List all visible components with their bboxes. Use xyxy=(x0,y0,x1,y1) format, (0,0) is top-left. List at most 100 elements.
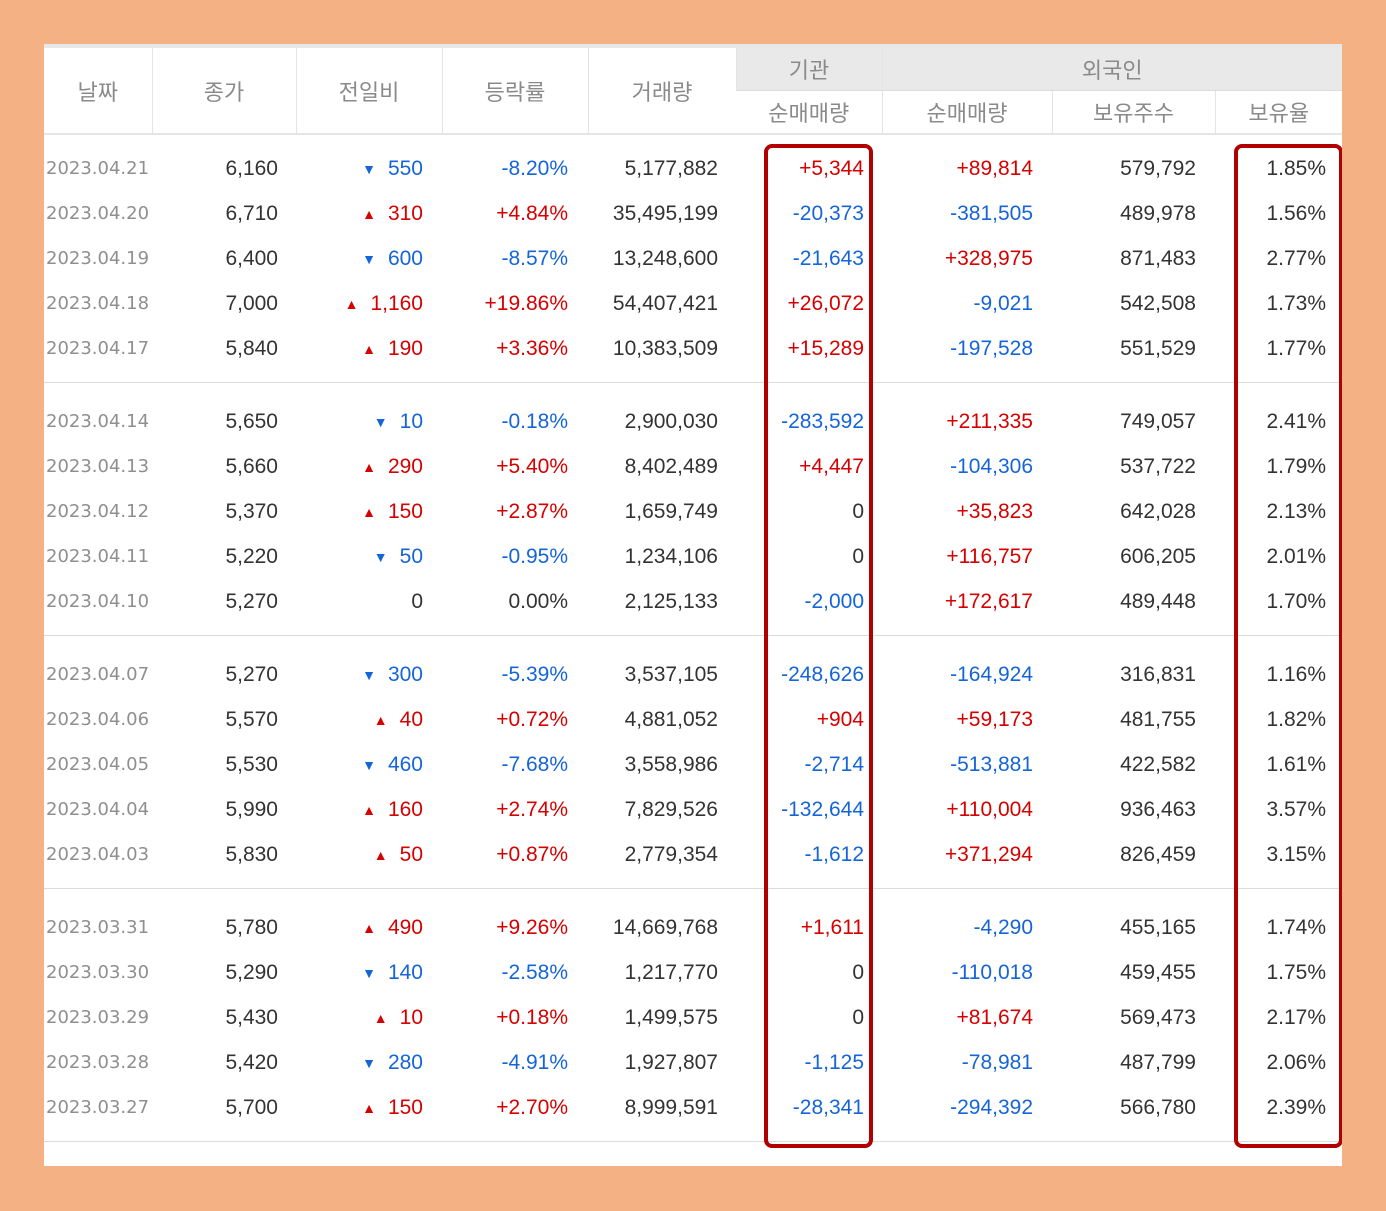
diff-value: 300 xyxy=(387,662,423,686)
cell-diff: 0 xyxy=(296,579,442,624)
cell-foreign-ratio: 1.73% xyxy=(1266,291,1327,315)
cell-rate: -2.58% xyxy=(501,960,568,984)
cell-institution-net: -1,612 xyxy=(804,842,864,866)
triangle-down-icon: ▼ xyxy=(362,666,376,683)
cell-diff: ▲ 490 xyxy=(296,905,442,950)
group-separator xyxy=(44,635,1342,636)
cell-foreign-holdings: 936,463 xyxy=(1120,797,1196,821)
cell-foreign-holdings: 455,165 xyxy=(1120,915,1196,939)
triangle-up-icon: ▲ xyxy=(373,846,388,863)
cell-date: 2023.04.21 xyxy=(46,158,150,179)
cell-close: 5,650 xyxy=(225,409,278,433)
table-row: 2023.04.06 5,570 ▲ 40 +0.72% 4,881,052 +904 +59… xyxy=(44,697,1342,742)
cell-date: 2023.03.29 xyxy=(46,1007,150,1028)
cell-rate: -8.20% xyxy=(501,156,568,180)
cell-foreign-net: +81,674 xyxy=(956,1005,1034,1029)
diff-value: 600 xyxy=(387,246,423,270)
diff-value: 150 xyxy=(387,499,423,523)
cell-foreign-holdings: 826,459 xyxy=(1120,842,1196,866)
cell-rate: +2.87% xyxy=(496,499,568,523)
cell-diff: ▼ 600 xyxy=(296,236,442,281)
cell-foreign-net: -164,924 xyxy=(950,662,1033,686)
table-row: 2023.04.13 5,660 ▲ 290 +5.40% 8,402,489 +4,447… xyxy=(44,444,1342,489)
table-row: 2023.04.10 5,270 0 0.00% 2,125,133 -2,000 +172… xyxy=(44,579,1342,624)
cell-volume: 35,495,199 xyxy=(612,201,718,225)
diff-value: 10 xyxy=(399,409,423,433)
cell-rate: -0.18% xyxy=(501,409,568,433)
cell-foreign-net: +59,173 xyxy=(956,707,1034,731)
table-row: 2023.04.18 7,000 ▲ 1,160 +19.86% 54,407,421 +2… xyxy=(44,281,1342,326)
cell-foreign-holdings: 422,582 xyxy=(1120,752,1196,776)
cell-rate: +0.87% xyxy=(496,842,568,866)
cell-date: 2023.04.13 xyxy=(46,456,150,477)
cell-foreign-holdings: 459,455 xyxy=(1120,960,1196,984)
cell-foreign-holdings: 489,448 xyxy=(1120,589,1196,613)
cell-close: 5,990 xyxy=(225,797,278,821)
cell-foreign-net: -381,505 xyxy=(950,201,1033,225)
cell-rate: +4.84% xyxy=(496,201,568,225)
diff-value: 0 xyxy=(411,589,423,613)
cell-institution-net: -20,373 xyxy=(792,201,864,225)
table-row: 2023.04.20 6,710 ▲ 310 +4.84% 35,495,199 -20,3… xyxy=(44,191,1342,236)
cell-date: 2023.03.28 xyxy=(46,1052,150,1073)
table-row: 2023.03.28 5,420 ▼ 280 -4.91% 1,927,807 -1,125… xyxy=(44,1040,1342,1085)
cell-foreign-ratio: 1.82% xyxy=(1266,707,1327,731)
cell-institution-net: +15,289 xyxy=(787,336,865,360)
cell-diff: ▲ 160 xyxy=(296,787,442,832)
table-row: 2023.04.14 5,650 ▼ 10 -0.18% 2,900,030 -283,59… xyxy=(44,399,1342,444)
cell-rate: -5.39% xyxy=(501,662,568,686)
cell-foreign-net: +371,294 xyxy=(944,842,1033,866)
cell-date: 2023.04.20 xyxy=(46,203,150,224)
cell-diff: ▲ 40 xyxy=(296,697,442,742)
cell-institution-net: -283,592 xyxy=(781,409,864,433)
diff-value: 310 xyxy=(387,201,423,225)
cell-close: 5,840 xyxy=(225,336,278,360)
table-row: 2023.04.07 5,270 ▼ 300 -5.39% 3,537,105 -248,6… xyxy=(44,652,1342,697)
cell-institution-net: -1,125 xyxy=(804,1050,864,1074)
cell-foreign-holdings: 542,508 xyxy=(1120,291,1196,315)
cell-close: 5,290 xyxy=(225,960,278,984)
triangle-up-icon: ▲ xyxy=(362,801,376,818)
cell-foreign-ratio: 2.77% xyxy=(1266,246,1327,270)
diff-value: 10 xyxy=(399,1005,423,1029)
cell-volume: 1,217,770 xyxy=(624,960,718,984)
cell-close: 6,400 xyxy=(225,246,278,270)
header-institution-group: 기관 xyxy=(735,44,882,91)
table-body: 2023.04.21 6,160 ▼ 550 -8.20% 5,177,882 +5,344… xyxy=(44,135,1342,1142)
cell-close: 7,000 xyxy=(225,291,278,315)
cell-foreign-holdings: 487,799 xyxy=(1120,1050,1196,1074)
cell-diff: ▼ 10 xyxy=(296,399,442,444)
cell-rate: -4.91% xyxy=(501,1050,568,1074)
cell-date: 2023.04.04 xyxy=(46,799,150,820)
cell-foreign-net: +211,335 xyxy=(946,409,1033,433)
cell-rate: +19.86% xyxy=(484,291,569,315)
cell-foreign-ratio: 2.06% xyxy=(1266,1050,1327,1074)
cell-foreign-net: -294,392 xyxy=(950,1095,1033,1119)
triangle-up-icon: ▲ xyxy=(373,1009,388,1026)
diff-value: 150 xyxy=(387,1095,423,1119)
table-row: 2023.04.05 5,530 ▼ 460 -7.68% 3,558,986 -2,714… xyxy=(44,742,1342,787)
cell-volume: 1,499,575 xyxy=(624,1005,718,1029)
table-row: 2023.04.04 5,990 ▲ 160 +2.74% 7,829,526 -132,6… xyxy=(44,787,1342,832)
cell-close: 5,430 xyxy=(225,1005,278,1029)
cell-foreign-holdings: 316,831 xyxy=(1120,662,1196,686)
cell-date: 2023.04.06 xyxy=(46,709,150,730)
cell-close: 5,700 xyxy=(225,1095,278,1119)
cell-volume: 10,383,509 xyxy=(612,336,718,360)
cell-foreign-holdings: 579,792 xyxy=(1120,156,1196,180)
header-foreign-ratio: 보유율 xyxy=(1214,90,1342,134)
diff-value: 290 xyxy=(387,454,423,478)
cell-rate: +2.70% xyxy=(496,1095,568,1119)
cell-foreign-net: -110,018 xyxy=(951,960,1033,984)
table-row: 2023.03.27 5,700 ▲ 150 +2.70% 8,999,591 -28,34… xyxy=(44,1085,1342,1130)
cell-date: 2023.03.27 xyxy=(46,1097,150,1118)
triangle-up-icon: ▲ xyxy=(373,711,388,728)
cell-foreign-net: +110,004 xyxy=(946,797,1033,821)
cell-diff: ▲ 50 xyxy=(296,832,442,877)
cell-diff: ▼ 550 xyxy=(296,146,442,191)
cell-institution-net: -21,643 xyxy=(792,246,864,270)
table-row: 2023.03.30 5,290 ▼ 140 -2.58% 1,217,770 0 -110,… xyxy=(44,950,1342,995)
cell-date: 2023.04.18 xyxy=(46,293,150,314)
cell-close: 5,660 xyxy=(225,454,278,478)
